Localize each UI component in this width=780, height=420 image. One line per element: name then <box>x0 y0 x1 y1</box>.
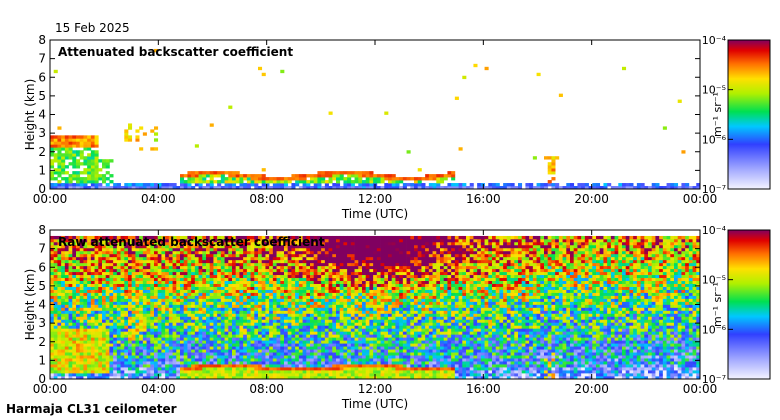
y-tick-label-1-0: 0 <box>38 182 46 196</box>
footer-station-label: Harmaja CL31 ceilometer <box>6 402 177 416</box>
heatmap-cells-1 <box>50 40 700 189</box>
heatmap-cells-2 <box>50 230 700 379</box>
y-tick-label-1-6: 6 <box>38 70 46 84</box>
y-tick-label-2-8: 8 <box>38 223 46 237</box>
x-tick-label-2-6: 00:00 <box>683 382 718 396</box>
y-tick-label-2-2: 2 <box>38 335 46 349</box>
y-tick-label-2-0: 0 <box>38 372 46 386</box>
colorbar-tick-label-1-1: 10⁻⁵ <box>702 84 726 97</box>
y-tick-label-2-7: 7 <box>38 242 46 256</box>
x-tick-label-1-3: 12:00 <box>358 192 393 206</box>
colorbar-tick-label-2-1: 10⁻⁵ <box>702 274 726 287</box>
panel-title-1: Attenuated backscatter coefficient <box>58 45 293 59</box>
x-axis-label-1: Time (UTC) <box>341 207 408 221</box>
colorbar-unit-2: m⁻¹ sr⁻¹ <box>711 282 724 327</box>
colorbar-tick-label-2-0: 10⁻⁴ <box>702 224 727 237</box>
y-tick-label-1-1: 1 <box>38 163 46 177</box>
x-tick-label-2-0: 00:00 <box>33 382 68 396</box>
colorbar-2 <box>727 229 771 380</box>
y-tick-label-2-5: 5 <box>38 279 46 293</box>
heatmap-background <box>50 40 700 189</box>
x-tick-label-2-4: 16:00 <box>466 382 501 396</box>
y-tick-label-2-6: 6 <box>38 260 46 274</box>
y-tick-label-1-2: 2 <box>38 145 46 159</box>
y-tick-label-1-3: 3 <box>38 126 46 140</box>
y-tick-label-2-1: 1 <box>38 353 46 367</box>
x-tick-label-2-2: 08:00 <box>249 382 284 396</box>
y-tick-label-2-3: 3 <box>38 316 46 330</box>
colorbar-tick-label-2-2: 10⁻⁶ <box>702 323 727 336</box>
y-axis-label-2: Height (km) <box>23 269 37 340</box>
colorbar-tick-label-2-3: 10⁻⁷ <box>702 373 726 386</box>
x-tick-label-1-4: 16:00 <box>466 192 501 206</box>
colorbar-unit-1: m⁻¹ sr⁻¹ <box>711 92 724 137</box>
x-tick-label-1-1: 04:00 <box>141 192 176 206</box>
y-tick-label-1-8: 8 <box>38 33 46 47</box>
y-axis-label-1: Height (km) <box>23 79 37 150</box>
x-tick-label-1-0: 00:00 <box>33 192 68 206</box>
y-tick-label-1-5: 5 <box>38 89 46 103</box>
y-tick-label-2-4: 4 <box>38 298 46 312</box>
x-tick-label-2-1: 04:00 <box>141 382 176 396</box>
panel-title-2: Raw attenuated backscatter coefficient <box>58 235 325 249</box>
y-tick-label-1-4: 4 <box>38 108 46 122</box>
x-axis-label-2: Time (UTC) <box>341 397 408 411</box>
colorbar-tick-label-1-0: 10⁻⁴ <box>702 34 727 47</box>
colorbar-tick-label-1-3: 10⁻⁷ <box>702 183 726 196</box>
x-tick-label-1-2: 08:00 <box>249 192 284 206</box>
x-tick-label-1-6: 00:00 <box>683 192 718 206</box>
x-tick-label-1-5: 20:00 <box>574 192 609 206</box>
date-label: 15 Feb 2025 <box>55 21 130 35</box>
x-tick-label-2-5: 20:00 <box>574 382 609 396</box>
colorbar-tick-label-1-2: 10⁻⁶ <box>702 133 727 146</box>
x-tick-label-2-3: 12:00 <box>358 382 393 396</box>
y-tick-label-1-7: 7 <box>38 52 46 66</box>
colorbar-1 <box>727 39 771 190</box>
